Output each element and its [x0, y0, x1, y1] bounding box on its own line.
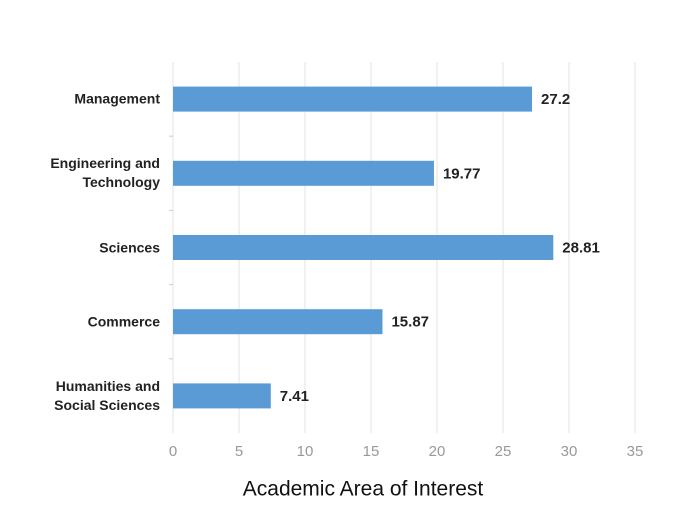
y-tick-label: Commerce — [87, 313, 160, 330]
data-label: 7.41 — [280, 388, 309, 405]
bar — [173, 309, 383, 335]
data-label: 19.77 — [443, 165, 481, 182]
data-label: 28.81 — [562, 239, 600, 256]
bar — [173, 383, 271, 409]
bar — [173, 160, 434, 186]
y-tick-label: Engineering and Technology — [50, 155, 160, 191]
x-axis-title: Academic Area of Interest — [243, 478, 484, 501]
bar — [173, 235, 554, 260]
x-tick-label: 30 — [561, 443, 578, 460]
x-tick-label: 15 — [363, 443, 380, 460]
x-tick-label: 35 — [627, 443, 644, 460]
bar — [173, 86, 533, 112]
y-tick-label: Sciences — [99, 239, 160, 255]
x-tick-label: 5 — [235, 443, 243, 460]
x-tick-label: 25 — [495, 443, 512, 460]
y-tick-label: Management — [74, 90, 160, 107]
data-label: 27.2 — [541, 91, 570, 108]
x-tick-label: 20 — [429, 443, 446, 460]
x-tick-label: 10 — [297, 443, 314, 460]
data-label: 15.87 — [391, 314, 429, 331]
y-tick-label: Humanities and Social Sciences — [54, 377, 160, 413]
x-tick-label: 0 — [169, 443, 177, 460]
